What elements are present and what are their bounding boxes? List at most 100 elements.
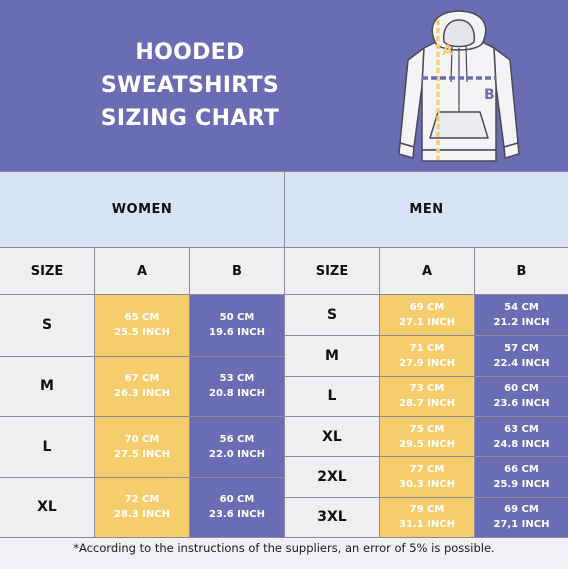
men-size-cell: 3XL [285,497,379,537]
men-b-measure-cell: 63 CM 24.8 INCH [475,417,568,457]
men-a-measure-cell: 77 CM 30.3 INCH [380,457,474,497]
measure-cm: 69 CM [409,302,445,314]
women-a-measure-cell: 67 CM 26.3 INCH [95,356,189,416]
measure-inch: 25.9 INCH [493,478,550,490]
divider [189,247,190,537]
measure-cm: 71 CM [409,342,445,354]
measure-inch: 20.8 INCH [209,388,265,400]
men-b-measure-cell: 57 CM 22.4 INCH [475,336,568,376]
measure-inch: 30.3 INCH [399,478,455,490]
measure-inch: 27,1 INCH [493,519,550,531]
measure-inch: 27.1 INCH [399,317,455,329]
measure-cm: 73 CM [409,383,445,395]
measure-cm: 77 CM [409,463,445,475]
label-a: A [442,43,453,59]
measure-cm: 50 CM [219,312,255,324]
footnote: *According to the instructions of the su… [73,541,495,555]
row-divider [285,416,568,417]
measure-cm: 63 CM [504,423,539,435]
measure-inch: 27.9 INCH [399,357,455,369]
measure-cm: 75 CM [409,423,445,435]
measure-inch: 23.6 INCH [209,509,265,521]
measure-inch: 28.7 INCH [399,398,455,410]
measure-inch: 27.5 INCH [114,448,170,460]
men-size-cell: XL [285,417,379,457]
header-banner: HOODED SWEATSHIRTS SIZING CHART [0,0,568,171]
row-divider [285,335,568,337]
measure-cm: 65 CM [124,312,160,324]
women-a-measure-cell: 70 CM 27.5 INCH [95,417,189,477]
row-divider [285,496,568,498]
measure-cm: 79 CM [409,504,445,516]
title-line-3: SIZING CHART [100,106,280,131]
measure-cm: 60 CM [219,494,255,506]
row-divider [0,355,284,357]
men-a-measure-cell: 71 CM 27.9 INCH [380,336,474,376]
men-a-measure-cell: 79 CM 31.1 INCH [380,497,474,537]
measure-cm: 57 CM [504,342,539,354]
men-a-measure-cell: 69 CM 27.1 INCH [380,295,474,336]
men-col-b: B [475,248,568,294]
women-b-measure-cell: 56 CM 22.0 INCH [190,417,284,477]
measure-inch: 25.5 INCH [114,327,170,339]
measure-cm: 67 CM [124,373,160,385]
men-size-cell: M [285,336,379,376]
measure-cm: 56 CM [219,433,255,445]
men-heading: MEN [285,172,568,247]
row-divider [285,456,568,458]
women-size-cell: S [0,295,94,356]
measure-inch: 22.4 INCH [493,357,550,369]
page-title: HOODED SWEATSHIRTS SIZING CHART [70,36,310,135]
women-b-measure-cell: 60 CM 23.6 INCH [190,477,284,537]
measure-cm: 54 CM [504,302,539,314]
measure-inch: 22.0 INCH [209,448,265,460]
row-divider [0,476,284,478]
row-divider [0,416,284,417]
measure-inch: 19.6 INCH [209,327,265,339]
women-size-cell: L [0,417,94,477]
divider [284,171,285,537]
women-b-measure-cell: 53 CM 20.8 INCH [190,356,284,416]
men-a-measure-cell: 75 CM 29.5 INCH [380,417,474,457]
men-b-measure-cell: 54 CM 21.2 INCH [475,295,568,336]
women-col-b: B [190,248,284,294]
women-size-cell: M [0,356,94,416]
men-b-measure-cell: 66 CM 25.9 INCH [475,457,568,497]
measure-inch: 21.2 INCH [493,317,550,329]
measure-cm: 60 CM [504,383,539,395]
women-heading: WOMEN [0,172,284,247]
title-line-2: SWEATSHIRTS [100,73,279,98]
divider [0,537,568,538]
men-col-size: SIZE [285,248,379,294]
divider [474,247,475,537]
measure-cm: 53 CM [219,373,255,385]
measure-cm: 72 CM [124,494,160,506]
hoodie-illustration-icon: A B [398,10,520,162]
measure-inch: 31.1 INCH [399,519,455,531]
row-divider [285,375,568,377]
men-b-measure-cell: 69 CM 27,1 INCH [475,497,568,537]
men-a-measure-cell: 73 CM 28.7 INCH [380,376,474,416]
men-size-cell: S [285,295,379,336]
measure-inch: 29.5 INCH [399,438,455,450]
measure-inch: 28.3 INCH [114,509,170,521]
divider [94,247,95,537]
measure-cm: 70 CM [124,433,160,445]
women-b-measure-cell: 50 CM 19.6 INCH [190,295,284,356]
men-size-cell: 2XL [285,457,379,497]
measure-inch: 24.8 INCH [493,438,550,450]
women-col-size: SIZE [0,248,94,294]
label-b: B [484,87,495,103]
divider [379,247,380,537]
measure-inch: 26.3 INCH [114,388,170,400]
men-b-measure-cell: 60 CM 23.6 INCH [475,376,568,416]
men-size-cell: L [285,376,379,416]
measure-inch: 23.6 INCH [493,398,550,410]
measure-cm: 69 CM [504,504,539,516]
title-line-1: HOODED [135,40,245,65]
women-a-measure-cell: 65 CM 25.5 INCH [95,295,189,356]
women-a-measure-cell: 72 CM 28.3 INCH [95,477,189,537]
measure-cm: 66 CM [504,463,539,475]
women-col-a: A [95,248,189,294]
women-size-cell: XL [0,477,94,537]
